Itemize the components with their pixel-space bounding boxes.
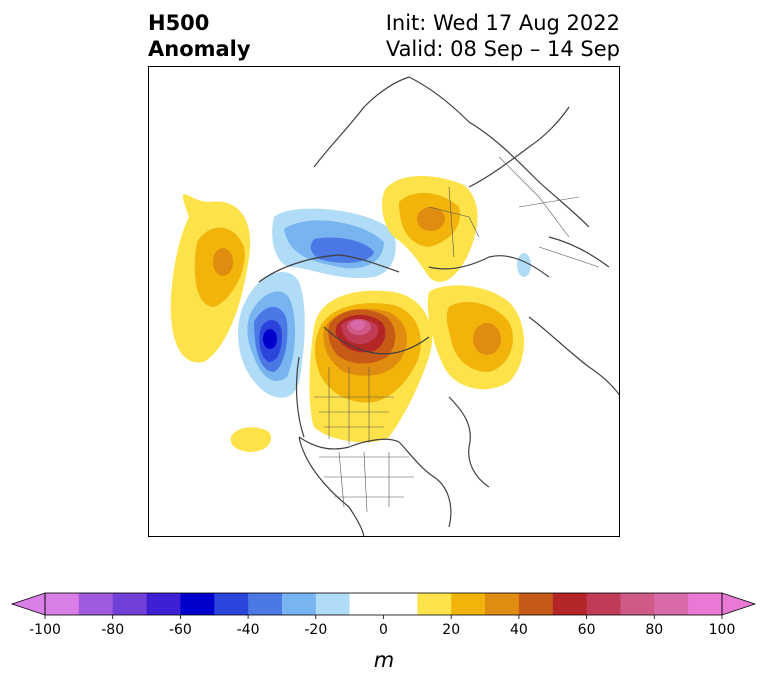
colorbar-tick-label: -100 — [29, 622, 61, 638]
colorbar-segment — [485, 593, 520, 615]
colorbar-segment — [417, 593, 452, 615]
positive-anomaly-north-pacific — [170, 194, 251, 363]
colorbar-segment — [688, 593, 723, 615]
country-borders — [314, 156, 600, 513]
colorbar-segment — [248, 593, 283, 615]
colorbar-segment — [654, 593, 689, 615]
colorbar-tick-label: -40 — [237, 622, 260, 638]
colorbar-ticks: -100 -80 -60 -40 -20 0 20 40 60 80 100 — [29, 615, 735, 638]
colorbar-tick-label: 20 — [442, 622, 460, 638]
map-panel — [148, 66, 620, 537]
colorbar: -100 -80 -60 -40 -20 0 20 40 60 80 100 m — [10, 592, 757, 672]
colorbar-segment — [620, 593, 655, 615]
colorbar-segments — [45, 593, 723, 615]
positive-anomaly-canadian-arctic — [309, 290, 433, 443]
colorbar-segment — [180, 593, 215, 615]
colorbar-tick-label: 40 — [510, 622, 528, 638]
colorbar-tick-label: -60 — [169, 622, 192, 638]
colorbar-segment — [315, 593, 351, 615]
anomaly-map — [149, 67, 619, 536]
colorbar-segment — [214, 593, 249, 615]
colorbar-tick-label: -80 — [101, 622, 124, 638]
colorbar-segment — [281, 593, 317, 615]
colorbar-tick-label: -20 — [304, 622, 327, 638]
colorbar-segment — [518, 593, 554, 615]
positive-anomaly-europe-arctic — [427, 285, 524, 390]
colorbar-segment — [78, 593, 114, 615]
colorbar-unit-label: m — [374, 648, 394, 672]
colorbar-tick-label: 0 — [379, 622, 388, 638]
colorbar-tick-label: 60 — [578, 622, 596, 638]
colorbar-segment — [349, 593, 418, 615]
negative-anomaly-central-arctic-small — [517, 253, 531, 277]
colorbar-segment — [586, 593, 621, 615]
title-anomaly: Anomaly — [148, 37, 251, 61]
colorbar-over-triangle — [721, 592, 757, 616]
title-variable: H500 — [148, 11, 210, 35]
positive-anomaly-east-pacific-small — [230, 427, 271, 452]
valid-range: Valid: 08 Sep – 14 Sep — [385, 37, 620, 61]
colorbar-segment — [146, 593, 181, 615]
chart-title-right: Init: Wed 17 Aug 2022 Valid: 08 Sep – 14… — [330, 10, 620, 62]
chart-title-left: H500 Anomaly — [148, 10, 251, 62]
init-date: Init: Wed 17 Aug 2022 — [385, 11, 620, 35]
colorbar-segment — [112, 593, 148, 615]
coastlines — [258, 76, 619, 536]
colorbar-tick-label: 100 — [709, 622, 736, 638]
negative-anomaly-gulf-of-alaska — [238, 272, 305, 398]
colorbar-segment — [451, 593, 486, 615]
colorbar-tick-label: 80 — [645, 622, 663, 638]
colorbar-segment — [45, 593, 80, 615]
colorbar-segment — [552, 593, 588, 615]
colorbar-under-triangle — [10, 592, 46, 616]
